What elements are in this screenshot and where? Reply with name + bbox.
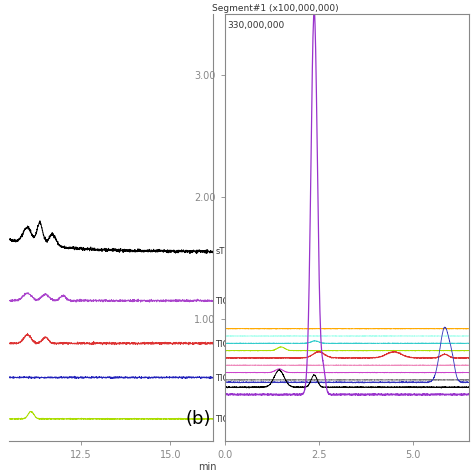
Text: 330,000,000: 330,000,000 bbox=[227, 21, 284, 29]
Text: (b): (b) bbox=[185, 410, 211, 428]
Text: TIC@1: TIC@1 bbox=[215, 296, 242, 305]
Text: TIC@2: TIC@2 bbox=[215, 339, 242, 348]
Text: TIC@4: TIC@4 bbox=[215, 414, 242, 423]
X-axis label: min: min bbox=[198, 462, 217, 472]
Text: Segment#1 (x100,000,000): Segment#1 (x100,000,000) bbox=[212, 4, 339, 13]
Text: sTIC: sTIC bbox=[215, 247, 233, 256]
Text: TIC@3: TIC@3 bbox=[215, 373, 243, 382]
